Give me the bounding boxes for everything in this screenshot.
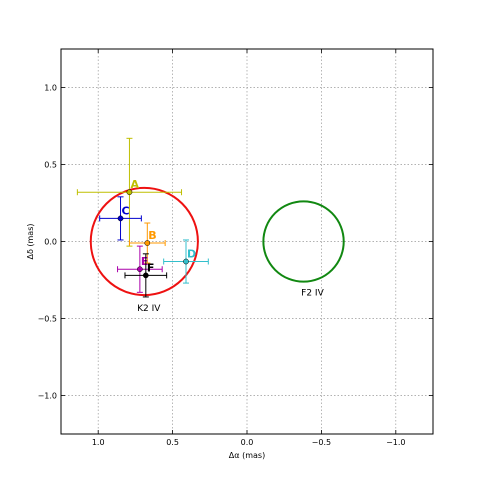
- spectral-type-circles: [89, 186, 345, 297]
- grid-lines: [61, 49, 433, 434]
- data-points: A B C D EF: [76, 137, 209, 298]
- point-marker: [142, 272, 149, 279]
- y-tick-label: 1.0: [44, 84, 57, 93]
- x-tick-label: −1.0: [386, 438, 405, 447]
- point-marker: [117, 215, 124, 222]
- x-tick-label: −0.5: [312, 438, 331, 447]
- annotation-label: F2 IV: [301, 288, 324, 298]
- point-marker: [137, 266, 143, 273]
- data-point-b: B: [128, 222, 166, 264]
- point-label: F: [147, 261, 155, 274]
- y-tick-label: 0.5: [44, 161, 57, 170]
- point-label: E: [141, 255, 149, 268]
- data-point-d: D: [163, 239, 209, 284]
- y-axis-label: Δδ (mas): [26, 223, 35, 259]
- point-label: B: [148, 229, 156, 242]
- point-marker: [144, 240, 151, 246]
- point-label: C: [122, 204, 130, 217]
- data-point-e: E: [117, 245, 163, 293]
- point-label: A: [130, 178, 139, 191]
- y-tick-label: 0.0: [44, 238, 57, 247]
- point-label: D: [187, 248, 196, 261]
- annotations: K2 IV F2 IV: [137, 288, 324, 313]
- x-tick-label: 1.0: [92, 438, 105, 447]
- data-point-c: C: [99, 196, 142, 241]
- annotation-label: K2 IV: [137, 304, 161, 314]
- data-point-a: A: [76, 137, 183, 247]
- x-tick-label: 0.0: [241, 438, 254, 447]
- data-point-f: F: [124, 253, 168, 298]
- axis-ticks: 1.0 0.5 0.0 −0.5 −1.0 1.0 0.5 0.0 −0.5 −1.0: [38, 49, 433, 447]
- y-tick-label: −0.5: [38, 315, 57, 324]
- x-axis-label: Δα (mas): [229, 451, 265, 460]
- circle-k2-iv: [89, 186, 199, 297]
- x-tick-label: 0.5: [166, 438, 179, 447]
- point-marker: [126, 189, 133, 196]
- point-marker: [183, 258, 189, 265]
- circle-f2-iv: [262, 200, 345, 283]
- y-tick-label: −1.0: [38, 392, 57, 401]
